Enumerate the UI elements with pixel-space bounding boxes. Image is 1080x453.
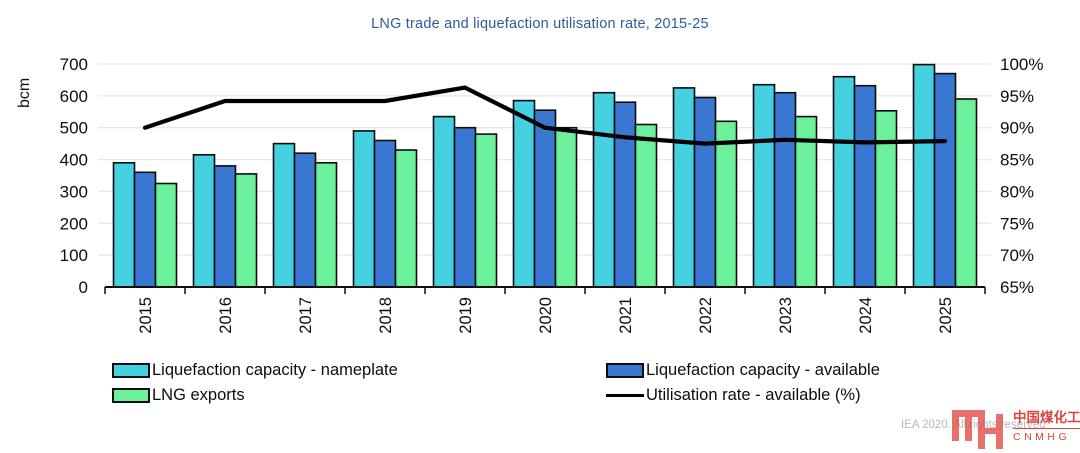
- legend-column-right: Liquefaction capacity - available Utilis…: [606, 361, 880, 404]
- legend-label-available: Liquefaction capacity - available: [646, 360, 880, 379]
- legend-item-available: Liquefaction capacity - available: [606, 361, 880, 379]
- legend-label-utilisation: Utilisation rate - available (%): [646, 385, 861, 404]
- legend-swatch-nameplate: [112, 362, 150, 378]
- svg-text:0: 0: [79, 278, 88, 297]
- legend-swatch-exports: [112, 387, 150, 403]
- svg-text:90%: 90%: [1000, 119, 1034, 138]
- svg-text:2018: 2018: [377, 297, 395, 334]
- svg-text:2024: 2024: [857, 297, 875, 334]
- svg-text:100: 100: [60, 246, 88, 265]
- svg-text:200: 200: [60, 214, 88, 233]
- logo-text-block: 中国煤化工 CNMHG: [1013, 406, 1080, 443]
- legend-column-left: Liquefaction capacity - nameplate LNG ex…: [112, 361, 398, 404]
- utilisation-line: [142, 85, 948, 146]
- svg-text:2019: 2019: [457, 297, 475, 334]
- legend-swatch-available: [606, 362, 644, 378]
- svg-text:85%: 85%: [1000, 151, 1034, 170]
- mh-logo-icon: [952, 410, 1003, 449]
- y-axis-left-labels: 700 600 500 400 300 200 100 0: [60, 55, 88, 297]
- svg-text:300: 300: [60, 182, 88, 201]
- svg-text:2022: 2022: [697, 297, 715, 334]
- copyright-text: IEA 2020. All rights reserved: [901, 419, 1046, 431]
- svg-text:2021: 2021: [617, 297, 635, 334]
- svg-text:400: 400: [60, 151, 88, 170]
- y-axis-right-labels: 100% 95% 90% 85% 80% 75% 70% 65%: [1000, 55, 1043, 297]
- svg-text:95%: 95%: [1000, 87, 1034, 106]
- legend-swatch-utilisation-line: [606, 393, 644, 397]
- legend-item-exports: LNG exports: [112, 386, 398, 404]
- logo-en-text: CNMHG: [1013, 431, 1071, 443]
- svg-text:2016: 2016: [217, 297, 235, 334]
- x-axis-labels: 2015 2016 2017 2018 2019 2020 2021 2022 2023 2024…: [137, 297, 955, 334]
- svg-text:2023: 2023: [777, 297, 795, 334]
- legend-item-nameplate: Liquefaction capacity - nameplate: [112, 361, 398, 379]
- svg-text:75%: 75%: [1000, 214, 1034, 233]
- svg-text:2017: 2017: [297, 297, 315, 334]
- legend-label-nameplate: Liquefaction capacity - nameplate: [152, 360, 398, 379]
- svg-text:600: 600: [60, 87, 88, 106]
- svg-text:700: 700: [60, 55, 88, 74]
- legend-label-exports: LNG exports: [152, 385, 245, 404]
- svg-text:2020: 2020: [537, 297, 555, 334]
- legend-item-utilisation: Utilisation rate - available (%): [606, 386, 880, 404]
- svg-text:500: 500: [60, 119, 88, 138]
- svg-text:2025: 2025: [937, 297, 955, 334]
- chart-title: LNG trade and liquefaction utilisation r…: [371, 16, 709, 32]
- logo-cn-text: 中国煤化工: [1013, 406, 1080, 429]
- svg-text:80%: 80%: [1000, 182, 1034, 201]
- x-axis: [104, 286, 986, 294]
- svg-text:65%: 65%: [1000, 278, 1034, 297]
- svg-text:100%: 100%: [1000, 55, 1043, 74]
- svg-text:2015: 2015: [137, 297, 155, 334]
- svg-text:70%: 70%: [1000, 246, 1034, 265]
